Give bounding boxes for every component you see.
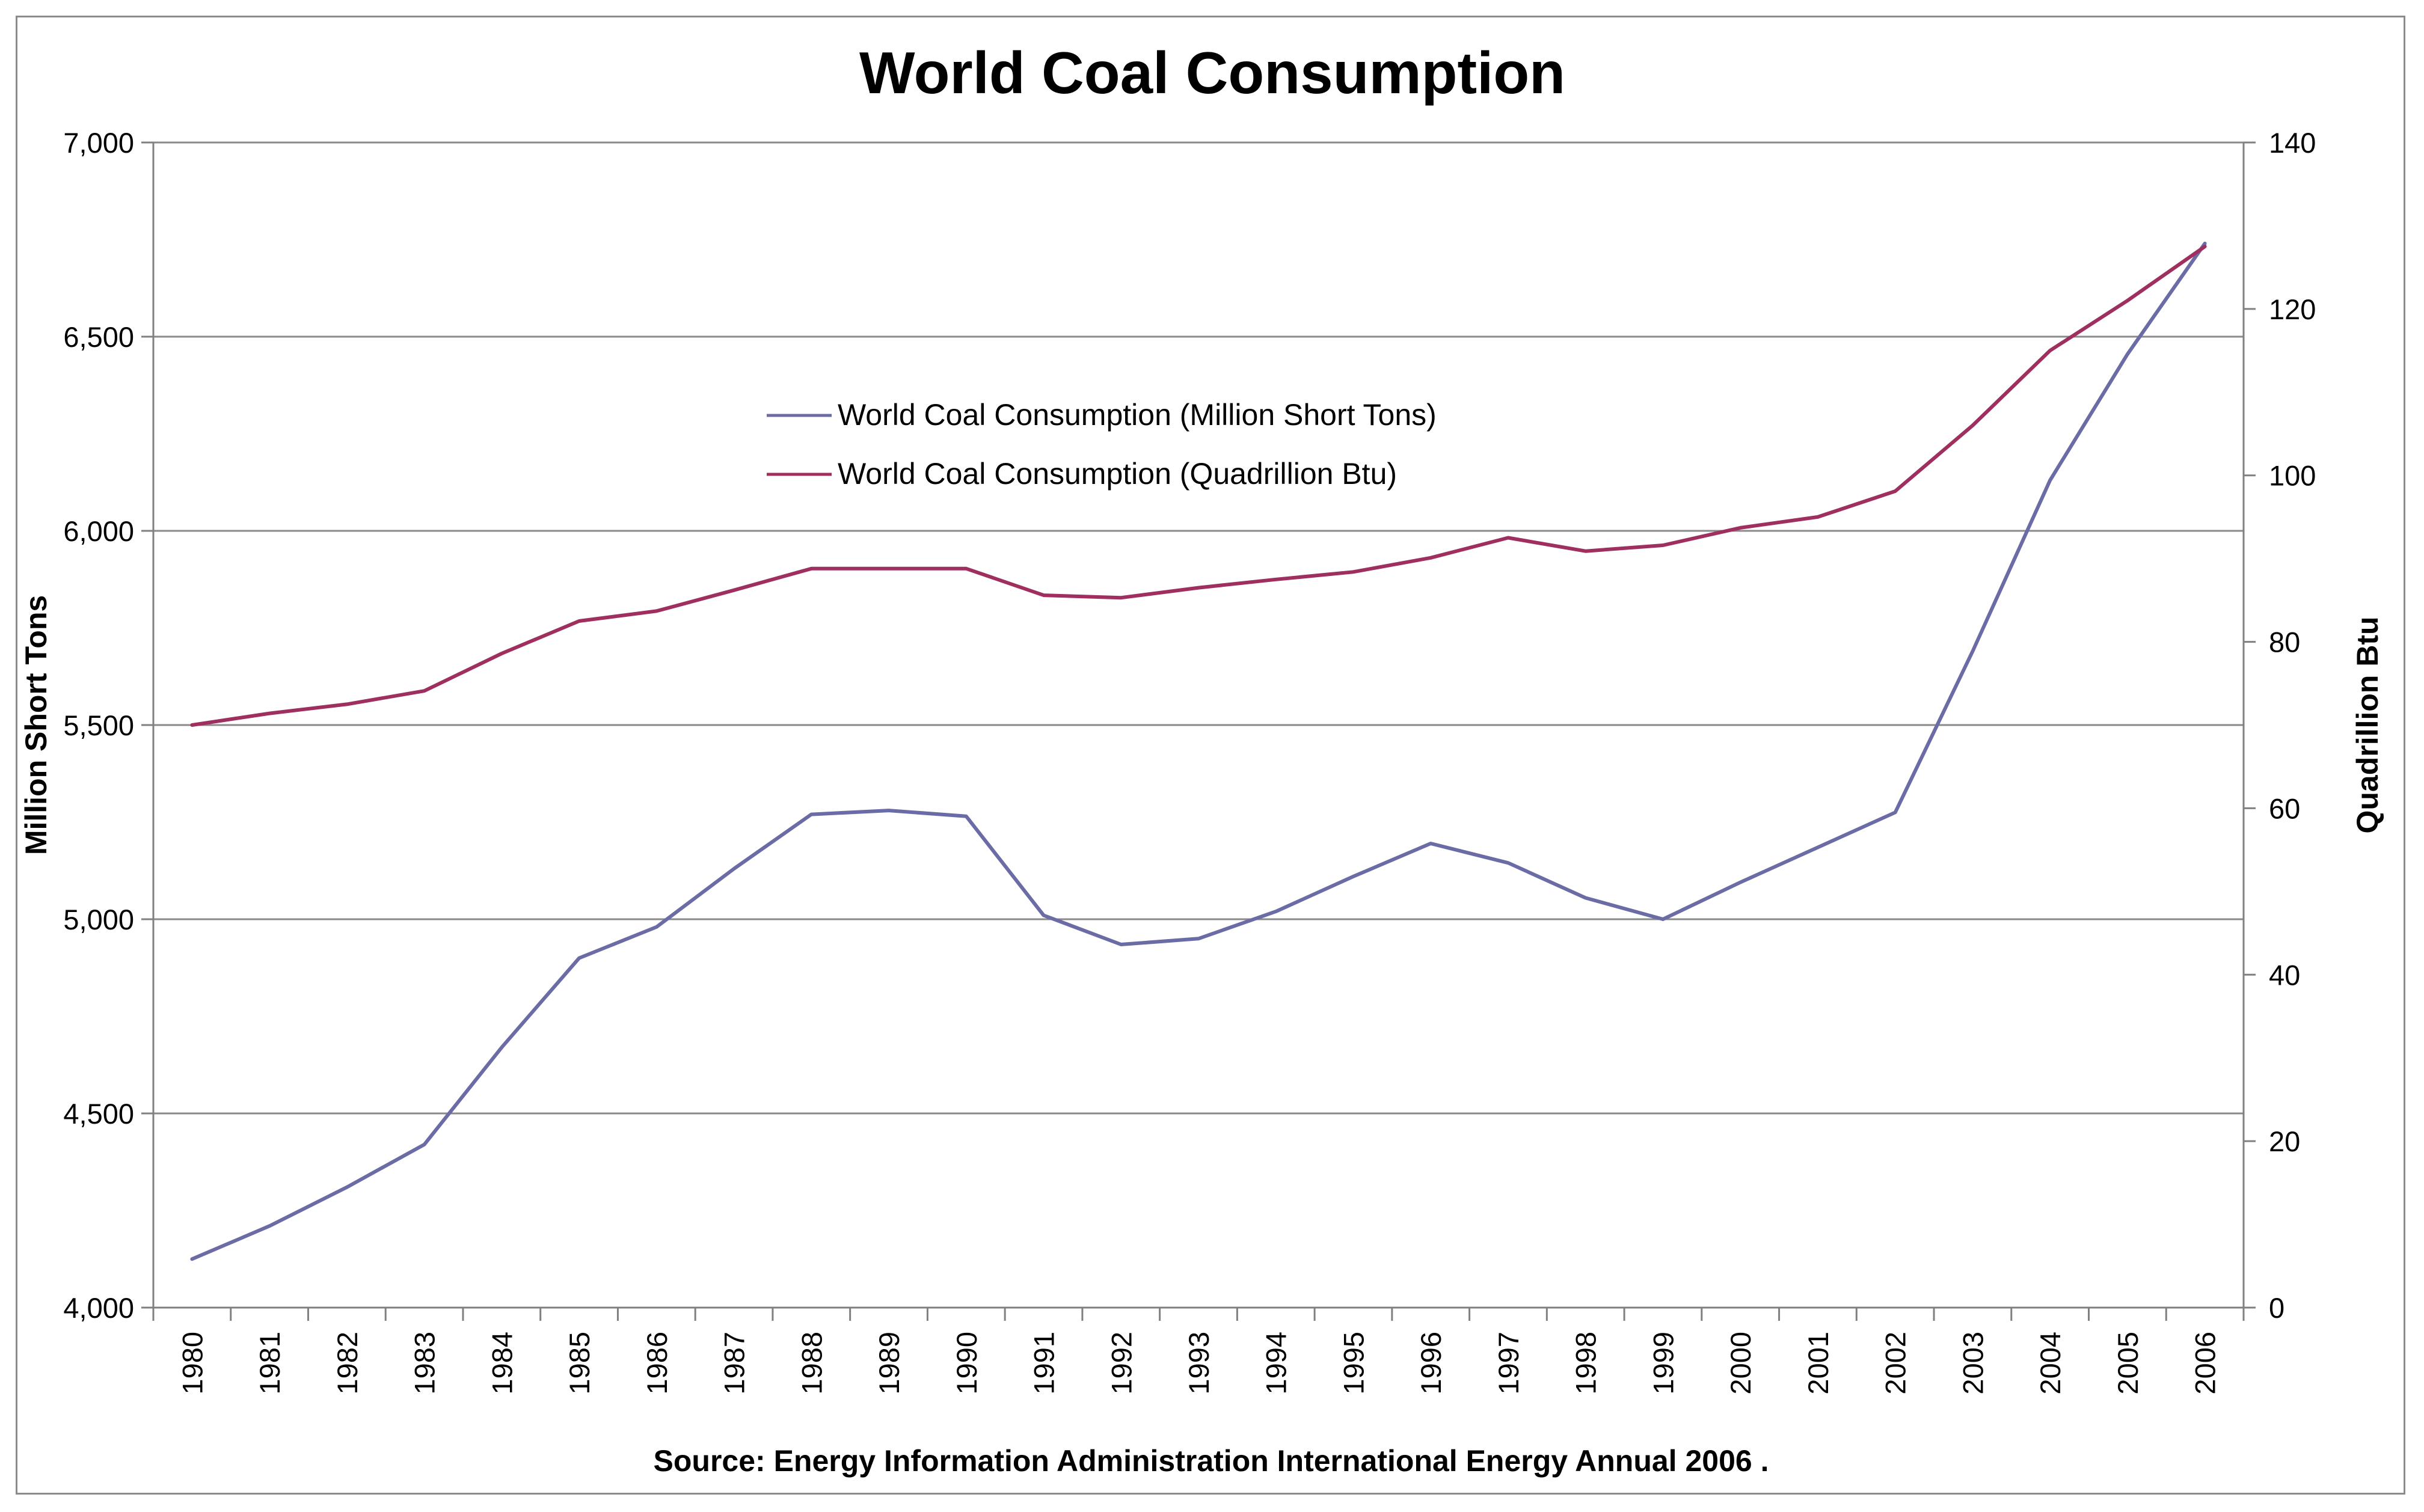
- right-tick-label: 60: [2269, 792, 2300, 824]
- x-tick-label: 1983: [409, 1332, 441, 1395]
- x-axis-ticks: 1980 1981 1982 1983 1984 1985 1986 1987 1988 1989…: [152, 1308, 2245, 1395]
- x-tick-label: 1982: [331, 1332, 363, 1395]
- world-coal-chart: World Coal Consumption 4,000 4,500 5,000 5,…: [19, 40, 2384, 1478]
- x-tick-label: 1985: [563, 1332, 595, 1395]
- chart-title: World Coal Consumption: [859, 40, 1565, 106]
- x-tick-label: 2003: [1957, 1332, 1989, 1395]
- x-tick-label: 2002: [1880, 1332, 1912, 1395]
- left-tick-label: 5,000: [63, 904, 134, 935]
- left-tick-label: 4,000: [63, 1292, 134, 1324]
- right-tick-label: 80: [2269, 626, 2300, 658]
- x-tick-label: 1987: [719, 1332, 750, 1395]
- x-tick-label: 1990: [951, 1332, 983, 1395]
- right-tick-label: 20: [2269, 1125, 2300, 1157]
- left-tick-label: 5,500: [63, 709, 134, 741]
- x-tick-label: 1993: [1183, 1332, 1215, 1395]
- right-tick-label: 140: [2269, 127, 2316, 159]
- right-tick-label: 120: [2269, 293, 2316, 325]
- gridlines: [153, 141, 2244, 1115]
- left-tick-label: 7,000: [63, 127, 134, 159]
- x-tick-label: 1989: [873, 1332, 905, 1395]
- left-axis-ticks: 4,000 4,500 5,000 5,500 6,000 6,500 7,000: [63, 127, 153, 1324]
- x-tick-label: 1988: [796, 1332, 827, 1395]
- y-axis-title: Million Short Tons: [19, 595, 53, 855]
- x-tick-label: 1981: [254, 1332, 286, 1395]
- y2-axis-title: Quadrillion Btu: [2351, 616, 2384, 833]
- series-line-tons: [190, 242, 2207, 1261]
- x-tick-label: 1984: [486, 1332, 518, 1395]
- x-tick-label: 1999: [1647, 1332, 1679, 1395]
- x-tick-label: 1996: [1415, 1332, 1447, 1395]
- x-tick-label: 1994: [1260, 1332, 1292, 1395]
- right-tick-label: 100: [2269, 460, 2316, 492]
- x-tick-label: 2001: [1802, 1332, 1834, 1395]
- x-tick-label: 1995: [1337, 1332, 1369, 1395]
- x-tick-label: 1980: [176, 1332, 208, 1395]
- right-tick-label: 40: [2269, 959, 2300, 991]
- x-tick-label: 2000: [1725, 1332, 1757, 1395]
- x-tick-label: 1986: [641, 1332, 673, 1395]
- series-line-btu: [190, 245, 2207, 727]
- chart-area: World Coal Consumption 4,000 4,500 5,000 5,…: [16, 16, 2405, 1495]
- left-tick-label: 6,500: [63, 321, 134, 353]
- legend: World Coal Consumption (Million Short To…: [767, 398, 1437, 491]
- x-tick-label: 2005: [2112, 1332, 2144, 1395]
- x-tick-label: 1998: [1570, 1332, 1602, 1395]
- x-tick-label: 2006: [2189, 1332, 2221, 1395]
- x-tick-label: 1991: [1028, 1332, 1060, 1395]
- legend-label-tons: World Coal Consumption (Million Short To…: [838, 398, 1437, 432]
- x-tick-label: 1992: [1105, 1332, 1137, 1395]
- right-axis-ticks: 0 20 40 60 80 100 120 140: [2244, 127, 2316, 1324]
- source-note: Source: Energy Information Administratio…: [654, 1444, 1769, 1478]
- x-tick-label: 1997: [1493, 1332, 1524, 1395]
- legend-label-btu: World Coal Consumption (Quadrillion Btu): [838, 457, 1397, 491]
- x-tick-label: 2004: [2034, 1332, 2066, 1395]
- series-lines: [190, 242, 2207, 1261]
- right-tick-label: 0: [2269, 1292, 2284, 1324]
- left-tick-label: 4,500: [63, 1098, 134, 1130]
- left-tick-label: 6,000: [63, 515, 134, 547]
